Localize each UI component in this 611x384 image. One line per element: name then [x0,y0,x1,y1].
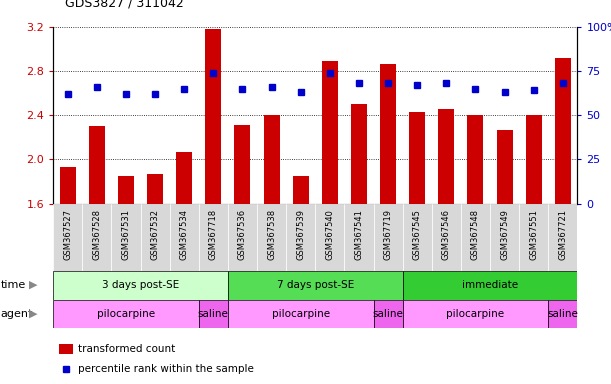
Text: GSM367539: GSM367539 [296,209,306,260]
Bar [373,300,403,328]
Bar [373,204,403,271]
Bar [461,204,490,271]
Bar [409,112,425,204]
Text: GSM367532: GSM367532 [150,209,159,260]
Bar [438,109,455,204]
Text: GSM367538: GSM367538 [267,209,276,260]
Text: GSM367721: GSM367721 [558,209,568,260]
Bar [519,204,548,271]
Text: pilocarpine: pilocarpine [272,309,330,319]
Bar [345,204,373,271]
Bar [111,204,141,271]
Text: GDS3827 / 311042: GDS3827 / 311042 [65,0,184,10]
Bar [82,204,111,271]
Bar [59,344,73,354]
Text: GSM367551: GSM367551 [529,209,538,260]
Bar [351,104,367,204]
Bar [548,204,577,271]
Bar [257,204,286,271]
Text: saline: saline [373,309,403,319]
Bar [555,58,571,204]
Text: pilocarpine: pilocarpine [97,309,155,319]
Bar [89,126,105,204]
Text: GSM367541: GSM367541 [354,209,364,260]
Bar [118,176,134,204]
Text: time: time [1,280,26,290]
Text: agent: agent [1,309,33,319]
Text: GSM367549: GSM367549 [500,209,509,260]
Bar [322,61,338,204]
Text: immediate: immediate [462,280,518,290]
Bar [403,204,432,271]
Bar [293,176,309,204]
Bar [263,115,280,204]
Bar [235,125,251,204]
Text: saline: saline [547,309,578,319]
Bar [548,300,577,328]
Text: GSM367545: GSM367545 [412,209,422,260]
Bar [315,204,345,271]
Text: percentile rank within the sample: percentile rank within the sample [78,364,254,374]
Text: GSM367546: GSM367546 [442,209,451,260]
Bar [141,204,170,271]
Bar [228,271,403,300]
Bar [53,271,228,300]
Bar [199,204,228,271]
Bar [380,65,396,204]
Bar [432,204,461,271]
Bar [467,115,483,204]
Text: saline: saline [198,309,229,319]
Text: GSM367527: GSM367527 [63,209,72,260]
Bar [228,204,257,271]
Bar [525,115,542,204]
Bar [497,129,513,204]
Bar [60,167,76,204]
Bar [403,300,548,328]
Text: GSM367528: GSM367528 [92,209,101,260]
Bar [170,204,199,271]
Bar [286,204,315,271]
Bar [205,29,221,204]
Text: ▶: ▶ [29,309,38,319]
Bar [176,152,192,204]
Text: transformed count: transformed count [78,344,175,354]
Text: GSM367718: GSM367718 [209,209,218,260]
Text: 7 days post-SE: 7 days post-SE [277,280,354,290]
Text: GSM367719: GSM367719 [384,209,393,260]
Text: GSM367548: GSM367548 [471,209,480,260]
Text: GSM367531: GSM367531 [122,209,131,260]
Text: GSM367534: GSM367534 [180,209,189,260]
Bar [53,300,199,328]
Bar [53,204,82,271]
Bar [199,300,228,328]
Text: GSM367540: GSM367540 [325,209,334,260]
Text: ▶: ▶ [29,280,38,290]
Bar [490,204,519,271]
Bar [403,271,577,300]
Text: GSM367536: GSM367536 [238,209,247,260]
Text: 3 days post-SE: 3 days post-SE [102,280,179,290]
Bar [147,174,163,204]
Text: pilocarpine: pilocarpine [447,309,505,319]
Bar [228,300,373,328]
